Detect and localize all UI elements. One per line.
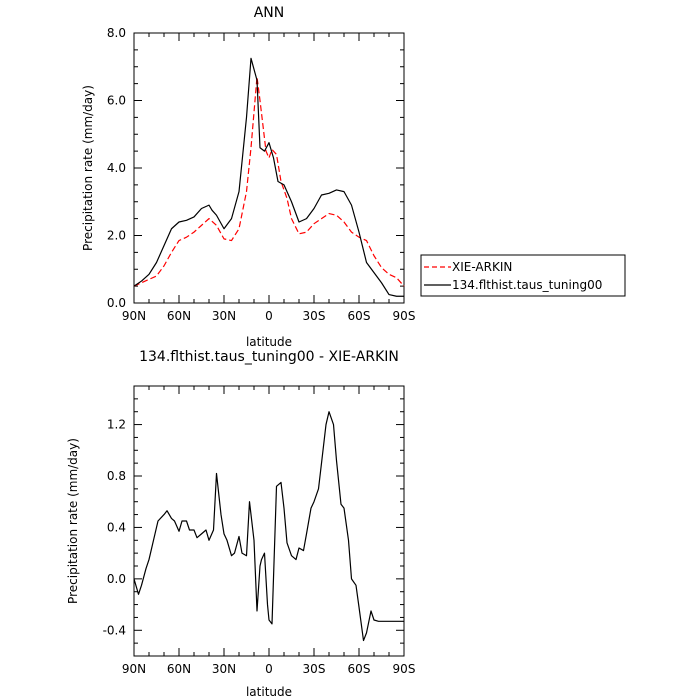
top-panel: ANN 90N 60N 30N 0 30S 60S 90S 0.0 2.0 4.0 6.0 8.0 l…: [81, 5, 415, 349]
legend: XIE-ARKIN 134.flthist.taus_tuning00: [420, 254, 626, 297]
bottom-series-group: [133, 411, 404, 642]
top-y-axis-label: Precipitation rate (mm/day): [81, 85, 95, 251]
top-y-tick-label: 8.0: [107, 26, 126, 40]
bottom-x-tick-label: 30S: [303, 662, 326, 676]
bottom-axis-ticks: 90N 60N 30N 0 30S 60S 90S -0.4 0.0 0.4 0.8 1.2: [103, 385, 416, 676]
bottom-x-tick-label: 90N: [122, 662, 146, 676]
top-axis-ticks: 90N 60N 30N 0 30S 60S 90S 0.0 2.0 4.0 6.0 8.0: [107, 26, 416, 323]
top-x-tick-label: 0: [265, 309, 273, 323]
top-chart-title: ANN: [254, 5, 285, 21]
legend-label-xie-arkin: XIE-ARKIN: [452, 260, 512, 274]
bottom-x-axis-label: latitude: [246, 685, 292, 699]
top-series-line-xie-arkin: [133, 76, 405, 287]
bottom-panel: 134.flthist.taus_tuning00 - XIE-ARKIN 90…: [66, 349, 415, 699]
bottom-x-tick-label: 60S: [348, 662, 371, 676]
bottom-y-tick-label: 0.0: [107, 572, 126, 586]
bottom-series-line-difference: [133, 411, 404, 642]
top-x-tick-label: 30S: [303, 309, 326, 323]
bottom-x-tick-label: 0: [265, 662, 273, 676]
bottom-x-tick-label: 30N: [212, 662, 236, 676]
top-x-tick-label: 90N: [122, 309, 146, 323]
bottom-y-tick-label: 1.2: [107, 418, 126, 432]
bottom-y-tick-label: -0.4: [103, 623, 126, 637]
top-plot-frame: [133, 32, 405, 304]
bottom-x-tick-label: 90S: [393, 662, 416, 676]
bottom-y-tick-label: 0.4: [107, 520, 126, 534]
bottom-x-tick-label: 60N: [167, 662, 191, 676]
top-x-tick-label: 60S: [348, 309, 371, 323]
top-y-tick-label: 4.0: [107, 161, 126, 175]
top-y-tick-label: 6.0: [107, 94, 126, 108]
legend-box: [420, 254, 626, 297]
bottom-y-tick-label: 0.8: [107, 469, 126, 483]
top-x-axis-label: latitude: [246, 335, 292, 349]
top-series-line-134-flthist-taus-tuning00: [133, 57, 404, 297]
top-x-tick-label: 90S: [393, 309, 416, 323]
legend-label-model: 134.flthist.taus_tuning00: [452, 278, 602, 292]
bottom-y-axis-label: Precipitation rate (mm/day): [66, 438, 80, 604]
top-x-tick-label: 30N: [212, 309, 236, 323]
top-y-tick-label: 0.0: [107, 296, 126, 310]
top-y-tick-label: 2.0: [107, 229, 126, 243]
top-series-group: [133, 57, 405, 297]
bottom-chart-title: 134.flthist.taus_tuning00 - XIE-ARKIN: [139, 349, 399, 365]
top-x-tick-label: 60N: [167, 309, 191, 323]
